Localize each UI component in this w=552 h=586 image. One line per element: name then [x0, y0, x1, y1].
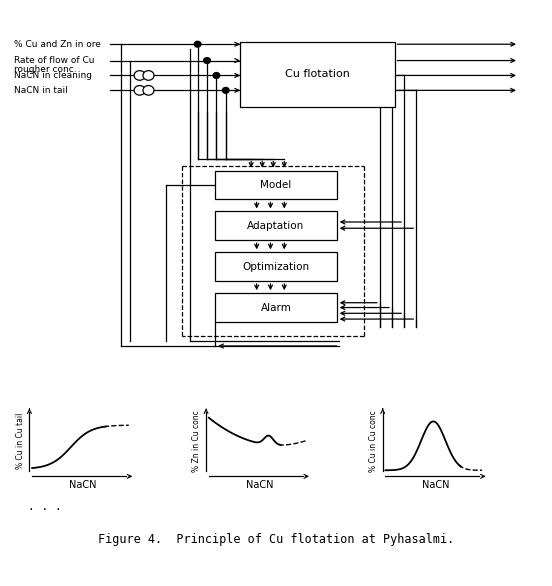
Text: Rate of flow of Cu: Rate of flow of Cu: [14, 56, 94, 65]
X-axis label: NaCN: NaCN: [246, 481, 273, 490]
Text: Cu flotation: Cu flotation: [285, 70, 350, 80]
Circle shape: [143, 71, 154, 80]
Circle shape: [222, 87, 229, 93]
Bar: [240, 42, 395, 107]
Text: rougher conc.: rougher conc.: [14, 64, 76, 74]
Text: Alarm: Alarm: [261, 302, 291, 312]
Circle shape: [134, 71, 145, 80]
Circle shape: [194, 42, 201, 47]
Bar: [215, 252, 337, 281]
Text: NaCN in tail: NaCN in tail: [14, 86, 67, 95]
Y-axis label: % Zn in Cu conc: % Zn in Cu conc: [193, 410, 201, 472]
Circle shape: [143, 86, 154, 95]
Text: Figure 4.  Principle of Cu flotation at Pyhasalmi.: Figure 4. Principle of Cu flotation at P…: [98, 533, 454, 546]
Text: Optimization: Optimization: [242, 262, 310, 272]
X-axis label: NaCN: NaCN: [422, 481, 450, 490]
Bar: [215, 293, 337, 322]
Circle shape: [213, 73, 220, 79]
Text: % Cu and Zn in ore: % Cu and Zn in ore: [14, 40, 100, 49]
Bar: [215, 171, 337, 199]
X-axis label: NaCN: NaCN: [69, 481, 97, 490]
Y-axis label: % Cu in Cu conc: % Cu in Cu conc: [369, 410, 378, 472]
Circle shape: [204, 57, 210, 63]
Text: Model: Model: [261, 180, 291, 190]
Text: . . .: . . .: [28, 502, 61, 512]
Y-axis label: % Cu in Cu tail: % Cu in Cu tail: [16, 413, 25, 469]
Text: NaCN in cleaning: NaCN in cleaning: [14, 71, 92, 80]
Circle shape: [134, 86, 145, 95]
Bar: [215, 212, 337, 240]
Text: Adaptation: Adaptation: [247, 221, 305, 231]
